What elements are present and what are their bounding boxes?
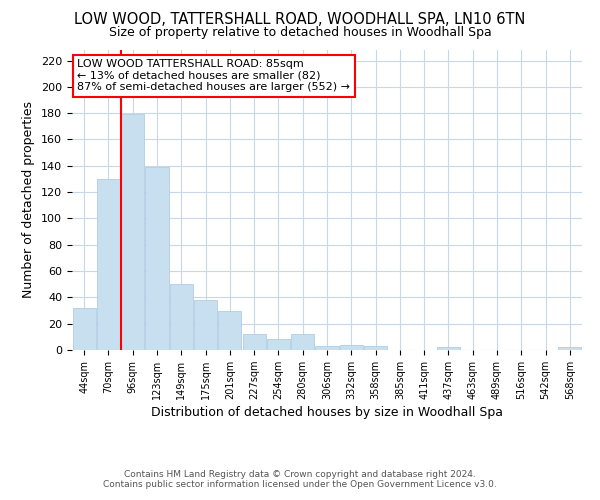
Text: LOW WOOD, TATTERSHALL ROAD, WOODHALL SPA, LN10 6TN: LOW WOOD, TATTERSHALL ROAD, WOODHALL SPA… xyxy=(74,12,526,28)
Bar xyxy=(316,346,338,350)
Bar xyxy=(291,334,314,350)
Bar xyxy=(145,167,169,350)
Bar xyxy=(267,340,290,350)
Bar xyxy=(364,346,387,350)
Bar xyxy=(170,284,193,350)
Text: Contains HM Land Registry data © Crown copyright and database right 2024.
Contai: Contains HM Land Registry data © Crown c… xyxy=(103,470,497,489)
Bar xyxy=(437,348,460,350)
Bar xyxy=(218,310,241,350)
Text: Size of property relative to detached houses in Woodhall Spa: Size of property relative to detached ho… xyxy=(109,26,491,39)
Bar xyxy=(121,114,144,350)
Text: LOW WOOD TATTERSHALL ROAD: 85sqm
← 13% of detached houses are smaller (82)
87% o: LOW WOOD TATTERSHALL ROAD: 85sqm ← 13% o… xyxy=(77,59,350,92)
Bar xyxy=(559,348,581,350)
Bar xyxy=(73,308,95,350)
Bar xyxy=(97,179,120,350)
Bar xyxy=(194,300,217,350)
Bar xyxy=(242,334,266,350)
Y-axis label: Number of detached properties: Number of detached properties xyxy=(22,102,35,298)
X-axis label: Distribution of detached houses by size in Woodhall Spa: Distribution of detached houses by size … xyxy=(151,406,503,419)
Bar xyxy=(340,344,363,350)
